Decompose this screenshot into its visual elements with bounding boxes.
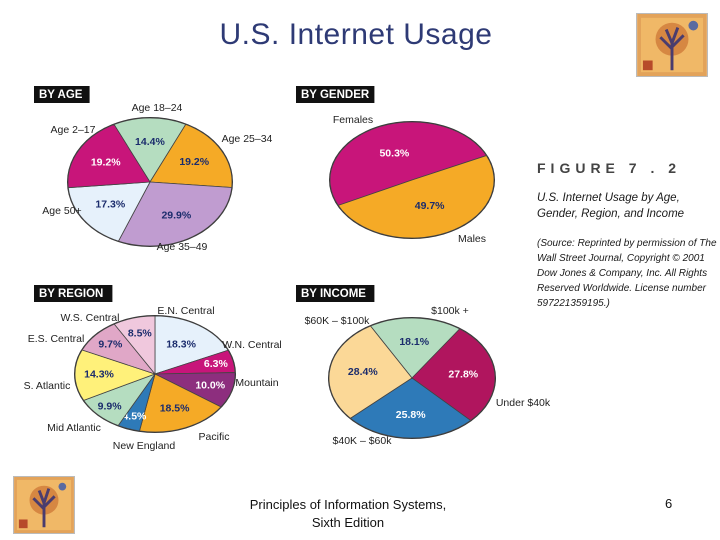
slice-value-label: 8.5% bbox=[128, 328, 153, 340]
chart-title: BY GENDER bbox=[301, 89, 370, 101]
pie-slice bbox=[328, 325, 413, 419]
chart-title: BY AGE bbox=[39, 89, 83, 101]
slice-category-label: Age 2–17 bbox=[51, 124, 96, 136]
slice-value-label: 18.1% bbox=[399, 336, 429, 348]
slice-category-label: E.S. Central bbox=[28, 333, 85, 345]
pie-slice bbox=[149, 123, 233, 188]
slice-category-label: New England bbox=[113, 440, 176, 452]
slice-category-label: E.N. Central bbox=[157, 305, 214, 317]
figure-caption: U.S. Internet Usage by Age, Gender, Regi… bbox=[537, 192, 685, 220]
slice-value-label: 28.4% bbox=[348, 366, 378, 378]
page-number: 6 bbox=[665, 496, 673, 511]
slice-value-label: 18.5% bbox=[160, 403, 190, 415]
pie-slice bbox=[154, 315, 229, 375]
pie-slice bbox=[411, 328, 496, 421]
slice-category-label: Males bbox=[458, 233, 486, 245]
slice-value-label: 25.8% bbox=[396, 409, 426, 421]
slice-value-label: 17.3% bbox=[95, 198, 125, 210]
slice-value-label: 27.8% bbox=[448, 369, 478, 381]
slice-category-label: $60K – $100k bbox=[305, 315, 371, 327]
footer-line-2: Sixth Edition bbox=[311, 515, 385, 530]
slice-category-label: Mid Atlantic bbox=[47, 422, 101, 434]
pie-slice bbox=[117, 181, 233, 247]
tree-logo-icon bbox=[636, 13, 708, 77]
slice-value-label: 9.7% bbox=[98, 339, 123, 351]
slice-value-label: 50.3% bbox=[379, 148, 409, 160]
pie-slice bbox=[369, 317, 461, 379]
slide-title: U.S. Internet Usage bbox=[219, 18, 493, 51]
slice-category-label: W.S. Central bbox=[61, 312, 120, 324]
footer-line-1: Principles of Information Systems, bbox=[249, 497, 447, 512]
slice-category-label: Age 50+ bbox=[42, 205, 81, 217]
pie-chart-by-age: BY AGE 14.4% Age 18–24 19.2% Age 25–34 29.9% A… bbox=[34, 86, 273, 253]
slice-category-label: W.N. Central bbox=[222, 339, 282, 351]
slice-value-label: 19.2% bbox=[179, 156, 209, 168]
pie-slice bbox=[349, 377, 472, 439]
pie-slice bbox=[74, 349, 157, 401]
slice-category-label: Age 18–24 bbox=[132, 102, 183, 114]
slice-category-label: Females bbox=[333, 114, 373, 126]
slice-category-label: Age 25–34 bbox=[222, 133, 273, 145]
pie-chart-by-gender: BY GENDER 50.3% Females 49.7% Males bbox=[296, 86, 495, 245]
slice-value-label: 6.3% bbox=[204, 358, 229, 370]
pie-slice bbox=[67, 181, 151, 242]
slice-category-label: Age 35–49 bbox=[157, 241, 208, 253]
slice-value-label: 49.7% bbox=[415, 200, 445, 212]
slice-value-label: 14.4% bbox=[135, 136, 165, 148]
pie-chart-by-region: BY REGION 18.3% E.N. Central 6.3% W.N. Centr… bbox=[24, 285, 282, 452]
slice-value-label: 19.2% bbox=[91, 156, 121, 168]
pie-slice bbox=[139, 373, 222, 433]
pie-slice bbox=[113, 315, 156, 376]
pie-chart-by-income: BY INCOME 18.1% $100k + 27.8% Under $40k 25.8… bbox=[296, 285, 551, 447]
slice-value-label: 29.9% bbox=[161, 210, 191, 222]
chart-title-box bbox=[296, 285, 375, 302]
slice-category-label: S. Atlantic bbox=[24, 380, 71, 392]
figure-source: (Source: Reprinted by permission of The … bbox=[537, 238, 717, 309]
pie-slice bbox=[337, 155, 495, 239]
tree-logo-icon bbox=[13, 476, 75, 534]
slice-category-label: Mountain bbox=[235, 377, 278, 389]
slice-value-label: 4.5% bbox=[122, 410, 147, 422]
chart-title-box bbox=[34, 86, 90, 103]
slice-category-label: $40K – $60k bbox=[333, 435, 393, 447]
chart-title: BY INCOME bbox=[301, 288, 366, 300]
chart-title-box bbox=[296, 86, 375, 103]
pie-slice bbox=[67, 123, 151, 189]
slice-value-label: 10.0% bbox=[195, 380, 225, 392]
slice-category-label: Under $40k bbox=[496, 397, 551, 409]
figure-label: FIGURE 7 . 2 bbox=[537, 160, 682, 176]
slice-value-label: 18.3% bbox=[166, 339, 196, 351]
slice-value-label: 9.9% bbox=[98, 400, 123, 412]
chart-title: BY REGION bbox=[39, 288, 103, 300]
footer-book-title: Principles of Information Systems, Sixth… bbox=[228, 496, 468, 532]
chart-title-box bbox=[34, 285, 113, 302]
figure-caption-block: FIGURE 7 . 2 U.S. Internet Usage by Age,… bbox=[537, 160, 717, 311]
pie-slice bbox=[113, 117, 187, 183]
slice-category-label: $100k + bbox=[431, 305, 469, 317]
slice-category-label: Pacific bbox=[199, 431, 230, 443]
slice-value-label: 14.3% bbox=[84, 369, 114, 381]
pie-slice bbox=[329, 121, 487, 206]
